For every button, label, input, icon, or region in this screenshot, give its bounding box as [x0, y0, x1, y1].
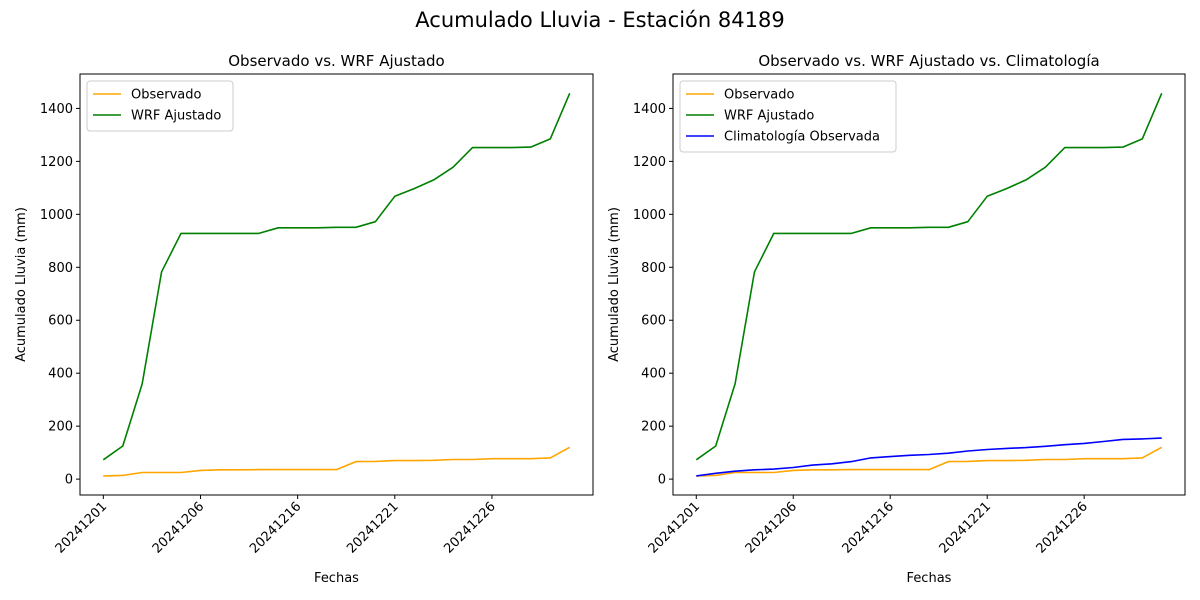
- y-tick-label: 600: [48, 314, 73, 329]
- y-tick-label: 400: [641, 367, 666, 382]
- legend-label: WRF Ajustado: [724, 109, 814, 124]
- chart-title: Observado vs. WRF Ajustado: [228, 52, 444, 70]
- series-line-3: [696, 437, 1162, 477]
- y-tick-label: 800: [641, 261, 666, 276]
- series-line-1: [696, 446, 1163, 477]
- x-tick-label: 20241201: [646, 499, 703, 556]
- legend-label: Observado: [131, 88, 202, 103]
- x-tick-label: 20241216: [247, 499, 304, 556]
- y-tick-label: 0: [65, 473, 73, 488]
- y-tick-label: 400: [48, 367, 73, 382]
- plot-area-frame: [672, 73, 1186, 496]
- legend-box: [86, 80, 234, 132]
- x-tick-label: 20241206: [743, 499, 800, 556]
- plot-area-frame: [79, 73, 594, 496]
- y-tick-label: 1000: [40, 208, 73, 223]
- y-tick-label: 1200: [40, 155, 73, 170]
- series-line-1: [103, 446, 571, 477]
- y-axis-label: Acumulado Lluvia (mm): [607, 207, 622, 362]
- x-tick-label: 20241221: [344, 499, 401, 556]
- series-line-2: [102, 92, 571, 461]
- legend-label: WRF Ajustado: [131, 109, 221, 124]
- y-tick-label: 200: [641, 420, 666, 435]
- y-tick-label: 1400: [40, 102, 73, 117]
- y-tick-label: 600: [641, 314, 666, 329]
- y-tick-label: 0: [658, 473, 666, 488]
- x-tick-label: 20241216: [840, 499, 897, 556]
- x-axis-label: Fechas: [314, 571, 359, 586]
- legend-label: Climatología Observada: [724, 130, 880, 145]
- y-axis-label: Acumulado Lluvia (mm): [14, 207, 29, 362]
- y-tick-label: 1000: [633, 208, 666, 223]
- figure-title: Acumulado Lluvia - Estación 84189: [415, 8, 785, 32]
- x-tick-label: 20241206: [150, 499, 207, 556]
- legend-label: Observado: [724, 88, 795, 103]
- legend-box: [679, 80, 897, 153]
- y-tick-label: 1200: [633, 155, 666, 170]
- x-tick-label: 20241201: [53, 499, 110, 556]
- series-line-2: [695, 92, 1163, 461]
- y-tick-label: 800: [48, 261, 73, 276]
- x-tick-label: 20241226: [441, 499, 498, 556]
- chart-panel-1: Observado vs. WRF Ajustado 0 200 400 600 800 1…: [14, 52, 594, 586]
- x-tick-label: 20241226: [1034, 499, 1091, 556]
- chart-panel-2: Observado vs. WRF Ajustado vs. Climatolo…: [607, 52, 1186, 586]
- y-tick-label: 1400: [633, 102, 666, 117]
- chart-title: Observado vs. WRF Ajustado vs. Climatolo…: [758, 52, 1099, 70]
- x-tick-label: 20241221: [937, 499, 994, 556]
- y-tick-label: 200: [48, 420, 73, 435]
- x-axis-label: Fechas: [907, 571, 952, 586]
